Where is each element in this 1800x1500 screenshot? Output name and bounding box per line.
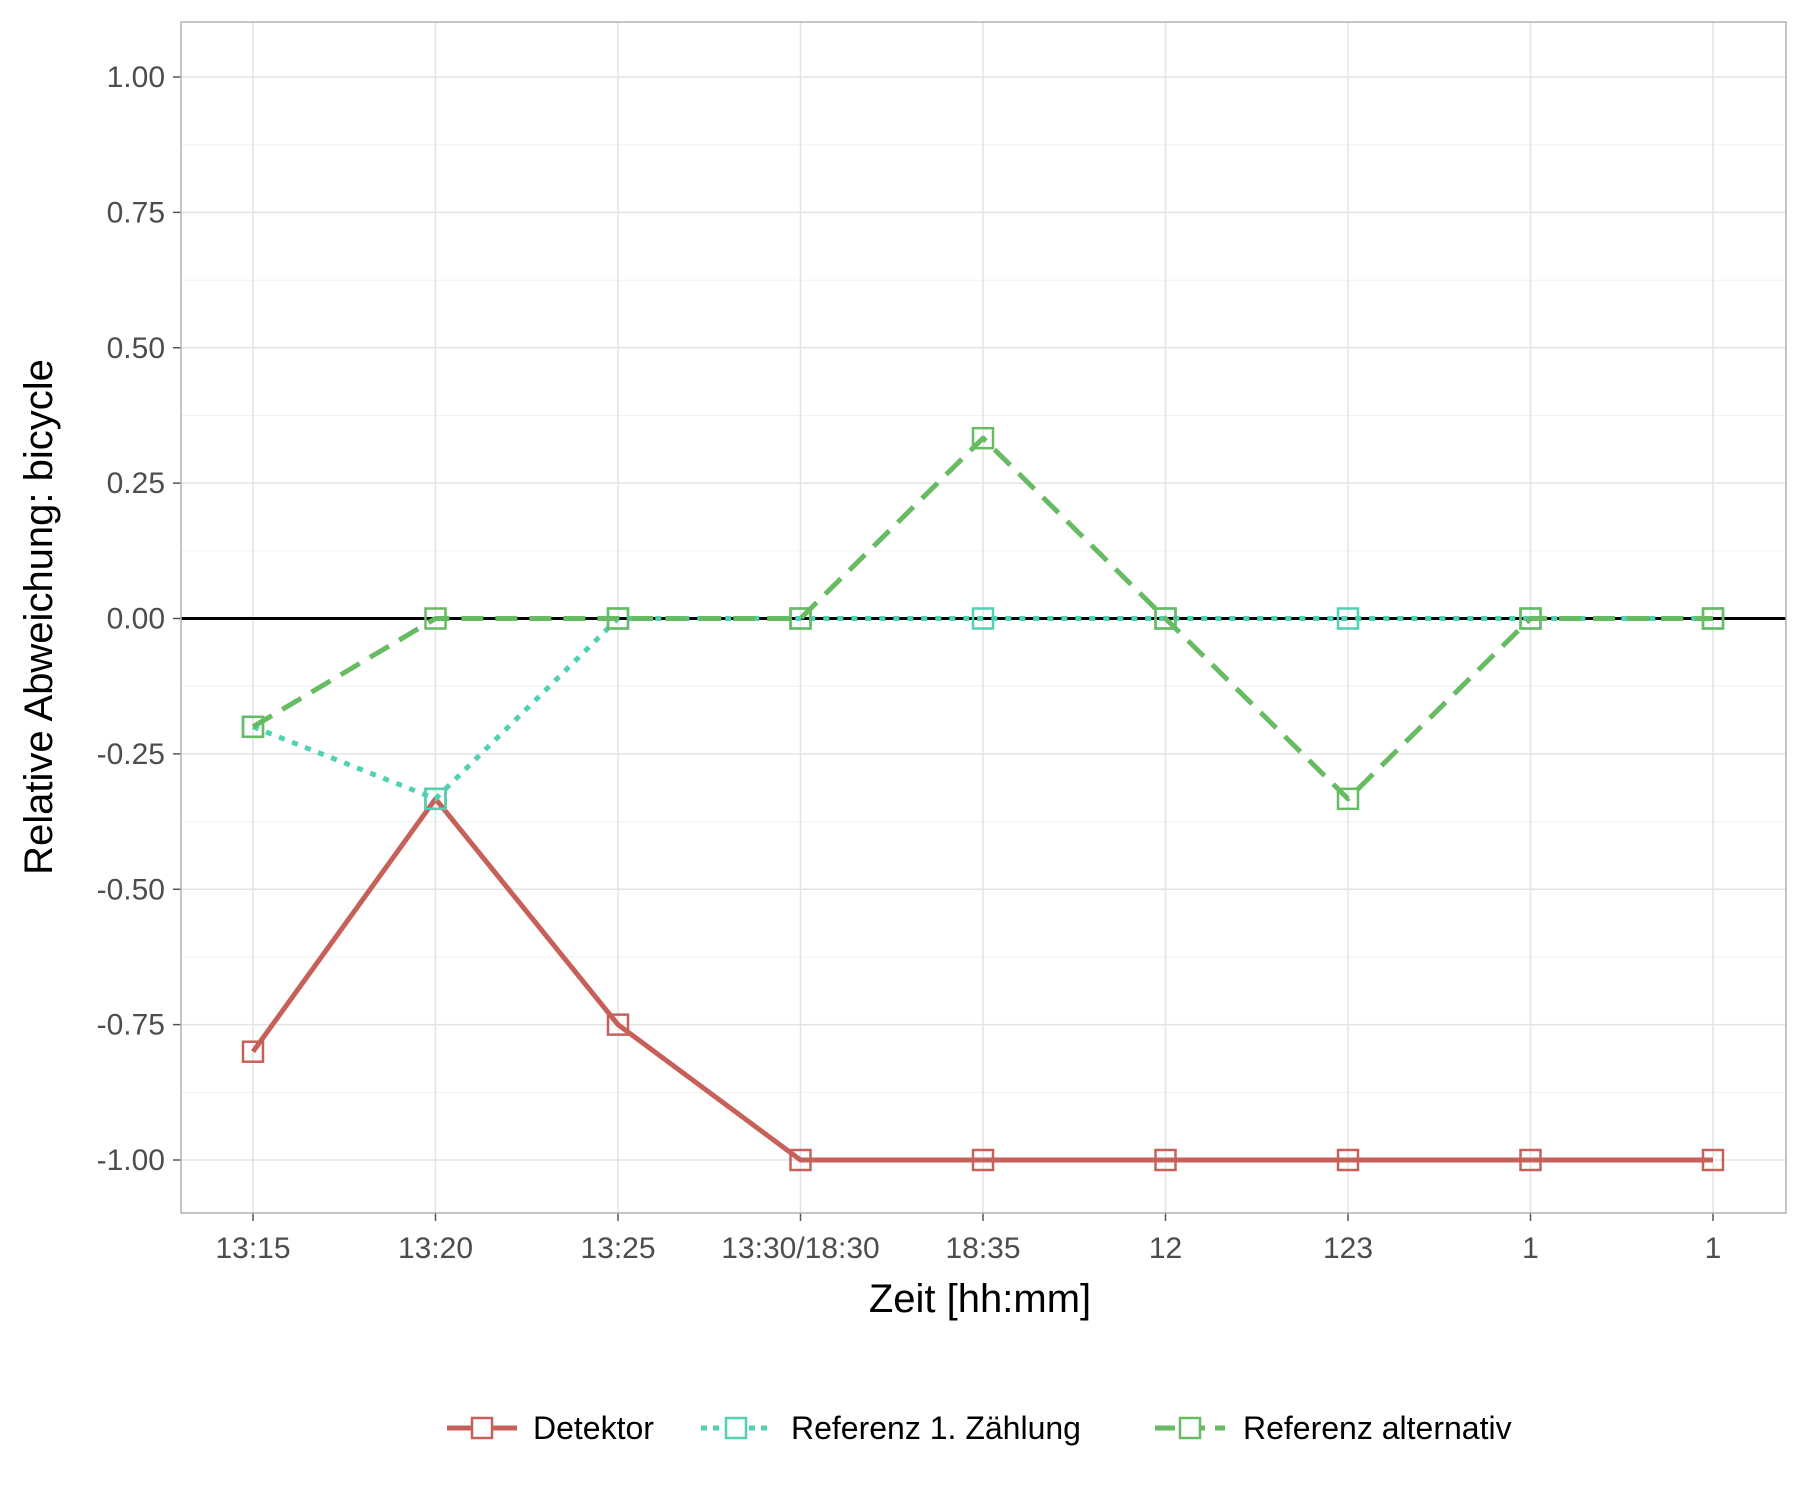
- y-tick-label: 0.25: [107, 467, 165, 500]
- legend-key-marker: [1178, 1416, 1202, 1440]
- data-point-marker: [971, 1148, 995, 1172]
- data-point-marker: [1336, 1148, 1360, 1172]
- data-point-marker: [241, 715, 265, 739]
- data-point-marker: [241, 1040, 265, 1063]
- x-tick-label: 13:25: [580, 1232, 655, 1265]
- data-point-marker: [1519, 607, 1542, 630]
- y-tick-label: 1.00: [107, 61, 165, 94]
- data-point-marker: [971, 607, 995, 630]
- series-line: [250, 796, 1713, 1163]
- x-tick-label: 1: [1522, 1232, 1539, 1265]
- data-point-marker: [1701, 1148, 1725, 1172]
- legend-item-2: Referenz alternativ: [1155, 1410, 1512, 1446]
- x-axis-title: Zeit [hh:mm]: [869, 1277, 1091, 1321]
- x-tick-label: 123: [1323, 1232, 1373, 1265]
- series: [241, 426, 1725, 1172]
- legend-key-marker: [470, 1416, 494, 1440]
- data-point-marker: [1336, 607, 1360, 630]
- series-line: [251, 435, 1713, 802]
- x-tick-label: 13:15: [215, 1232, 290, 1265]
- legend-key-marker: [724, 1416, 748, 1440]
- x-tick-label: 12: [1149, 1232, 1182, 1265]
- y-tick-label: 0.00: [107, 603, 165, 636]
- data-point-marker: [971, 426, 995, 450]
- data-point-marker: [1336, 787, 1360, 811]
- series-2: [241, 426, 1725, 811]
- legend-item-1: Referenz 1. Zählung: [701, 1410, 1081, 1446]
- legend-label: Detektor: [533, 1410, 654, 1446]
- legend-label: Referenz 1. Zählung: [791, 1410, 1081, 1446]
- data-point-marker: [424, 787, 447, 811]
- y-axis: 1.00 0.75 0.50 0.25 0.00 -0.25 -0.50 -0.75 -1.00: [97, 61, 181, 1177]
- data-point-marker: [1154, 607, 1177, 630]
- series-line: [252, 616, 1713, 802]
- x-tick-label: 1: [1705, 1232, 1722, 1265]
- data-point-marker: [1154, 1148, 1177, 1172]
- x-tick-label: 18:35: [945, 1232, 1020, 1265]
- legend: Detektor Referenz 1. Zählung Referenz alte…: [447, 1410, 1512, 1446]
- y-tick-label: -0.50: [97, 873, 165, 906]
- y-tick-label: -1.00: [97, 1144, 165, 1177]
- data-point-marker: [606, 1013, 630, 1036]
- data-point-marker: [789, 607, 812, 630]
- x-tick-label: 13:30/18:30: [721, 1232, 879, 1265]
- x-axis: 13:15 13:20 13:25 13:30/18:30 18:35 12 123 1 1: [215, 1213, 1721, 1265]
- y-tick-label: -0.25: [97, 738, 165, 771]
- legend-label: Referenz alternativ: [1243, 1410, 1512, 1446]
- y-tick-label: 0.50: [107, 332, 165, 365]
- y-tick-label: 0.75: [107, 196, 165, 229]
- y-axis-title: Relative Abweichung: bicycle: [17, 359, 61, 875]
- data-point-marker: [1701, 607, 1725, 630]
- data-point-marker: [606, 607, 630, 630]
- y-tick-label: -0.75: [97, 1009, 165, 1042]
- data-point-marker: [424, 607, 447, 630]
- data-point-marker: [1519, 1148, 1542, 1172]
- legend-item-0: Detektor: [447, 1410, 654, 1446]
- plot-panel-border: [180, 21, 1787, 1214]
- x-tick-label: 13:20: [398, 1232, 473, 1265]
- data-point-marker: [789, 1148, 812, 1172]
